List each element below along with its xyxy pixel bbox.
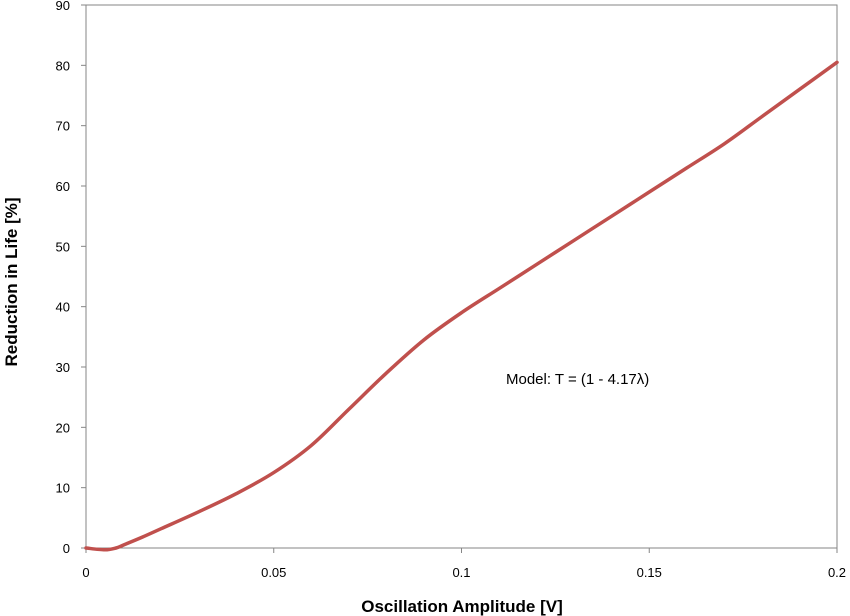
x-tick-label: 0.05 — [261, 565, 286, 580]
x-tick-label: 0.15 — [637, 565, 662, 580]
y-tick-label: 0 — [63, 541, 70, 556]
y-tick-label: 20 — [56, 420, 70, 435]
series-layer — [84, 60, 839, 552]
y-tick-label: 80 — [56, 58, 70, 73]
series-line — [84, 60, 839, 552]
x-tick-label: 0 — [82, 565, 89, 580]
x-tick-label: 0.1 — [452, 565, 470, 580]
y-tick-label: 90 — [56, 0, 70, 13]
y-tick-label: 60 — [56, 179, 70, 194]
y-axis: 0 10 20 30 40 50 60 70 80 90 — [56, 0, 86, 556]
y-tick-label: 10 — [56, 481, 70, 496]
x-axis: 0 0.05 0.1 0.15 0.2 — [82, 548, 846, 580]
y-tick-label: 30 — [56, 360, 70, 375]
x-tick-label: 0.2 — [828, 565, 846, 580]
y-tick-label: 70 — [56, 119, 70, 134]
y-axis-title: Reduction in Life [%] — [2, 197, 21, 366]
y-tick-label: 50 — [56, 239, 70, 254]
model-annotation: Model: T = (1 - 4.17λ) — [506, 371, 649, 388]
y-tick-label: 40 — [56, 300, 70, 315]
x-axis-title: Oscillation Amplitude [V] — [361, 597, 563, 616]
